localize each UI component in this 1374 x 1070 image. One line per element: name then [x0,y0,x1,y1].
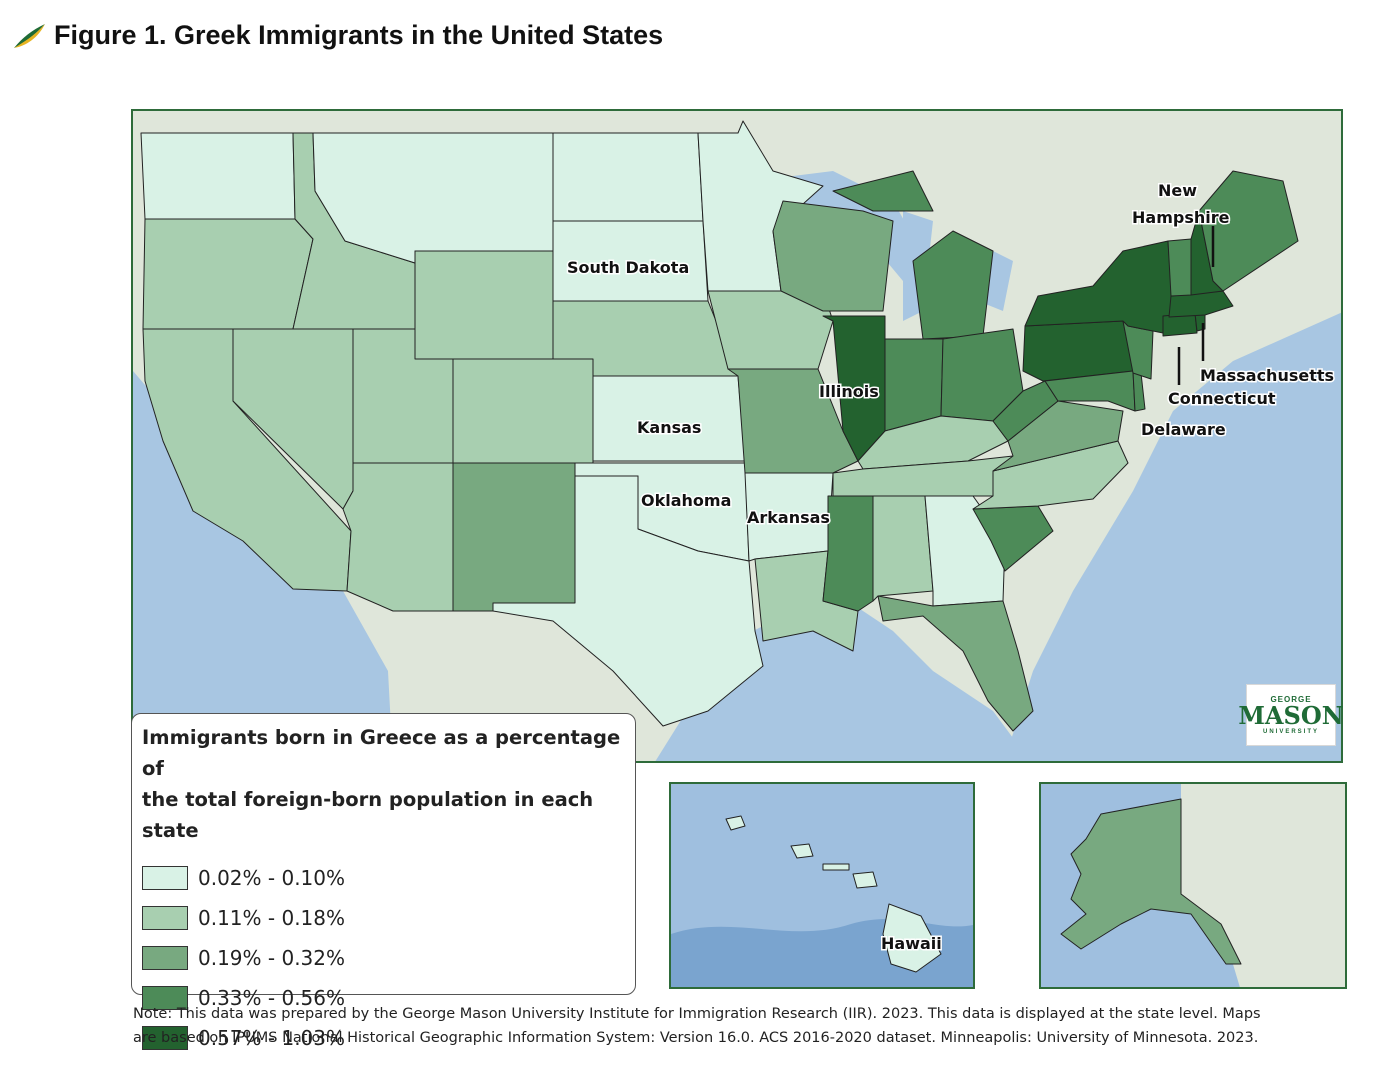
state-kentucky [857,415,1009,470]
label-new-hampshire-line2: Hampshire [1132,208,1230,227]
legend-item: 0.19% - 0.32% [142,938,625,978]
legend-swatch [142,1026,188,1050]
state-texas [492,475,764,727]
label-hawaii: Hawaii [881,934,942,953]
label-illinois: Illinois [819,382,879,401]
legend-label: 0.57% - 1.03% [198,1026,346,1050]
state-oregon [142,218,314,330]
state-mississippi [822,495,874,612]
state-wisconsin [772,200,894,312]
label-delaware: Delaware [1141,420,1226,439]
state-washington [140,132,296,220]
figure-title-text: Figure 1. Greek Immigrants in the United… [54,20,664,50]
canada-land [1181,784,1345,987]
state-indiana [884,338,944,432]
island-molokai [822,863,850,871]
state-missouri [727,368,859,474]
legend-item: 0.57% - 1.03% [142,1018,625,1058]
legend-label: 0.33% - 0.56% [198,986,346,1010]
gulf-of-mexico [655,591,1031,761]
state-michigan-up [832,170,934,212]
hawaii-inset: Hawaii [669,782,975,989]
legend-label: 0.02% - 0.10% [198,866,346,890]
legend-item: 0.11% - 0.18% [142,898,625,938]
label-massachusetts: Massachusetts [1200,366,1334,385]
state-alaska [1060,798,1242,965]
legend-swatch [142,986,188,1010]
state-vermont [1167,238,1192,297]
state-maryland [1044,370,1136,412]
state-colorado [452,358,594,464]
map-legend: Immigrants born in Greece as a percentag… [131,713,636,1050]
label-kansas: Kansas [637,418,701,437]
legend-title-line1: Immigrants born in Greece as a percentag… [142,726,621,780]
label-arkansas: Arkansas [747,508,830,527]
label-connecticut: Connecticut [1168,389,1276,408]
label-new-hampshire-line1: New [1158,181,1197,200]
state-florida [877,595,1034,732]
state-maine [1198,170,1299,292]
legend-item: 0.02% - 0.10% [142,858,625,898]
state-pennsylvania [1022,320,1134,382]
leaf-logo-icon [14,23,45,48]
note-line1: Note: This data was prepared by the Geor… [133,1006,1261,1022]
alaska-inset [1039,782,1347,989]
legend-title-line2: the total foreign-born population in eac… [142,788,594,842]
logo-top-text: GEORGE [1270,694,1312,704]
state-new-mexico [452,462,576,612]
main-map: South Dakota Kansas Oklahoma Arkansas Il… [131,109,1343,763]
legend-swatch [142,946,188,970]
legend-title: Immigrants born in Greece as a percentag… [142,722,625,846]
legend-label: 0.19% - 0.32% [198,946,346,970]
state-north-dakota [552,132,704,222]
label-oklahoma: Oklahoma [641,491,731,510]
legend-swatch [142,906,188,930]
state-wyoming [414,250,554,360]
state-alabama [872,495,934,602]
island-maui [852,871,878,889]
source-note: Note: This data was prepared by the Geor… [133,1002,1353,1050]
legend-label: 0.11% - 0.18% [198,906,346,930]
legend-swatch [142,866,188,890]
logo-main-text: MASON [1238,700,1344,730]
state-north-carolina [972,440,1129,510]
island-kauai [725,815,746,831]
george-mason-logo: GEORGE MASON UNIVERSITY [1238,684,1344,746]
island-big-island [882,903,942,973]
logo-bottom-text: UNIVERSITY [1262,728,1319,735]
label-south-dakota: South Dakota [567,258,689,277]
legend-item: 0.33% - 0.56% [142,978,625,1018]
state-arizona [342,462,454,612]
note-line2: are based on IPUMS National Historical G… [133,1030,1259,1046]
island-oahu [790,843,814,859]
figure-title: Figure 1. Greek Immigrants in the United… [12,20,663,51]
atlantic-ocean [1004,312,1341,761]
state-michigan [912,230,994,340]
